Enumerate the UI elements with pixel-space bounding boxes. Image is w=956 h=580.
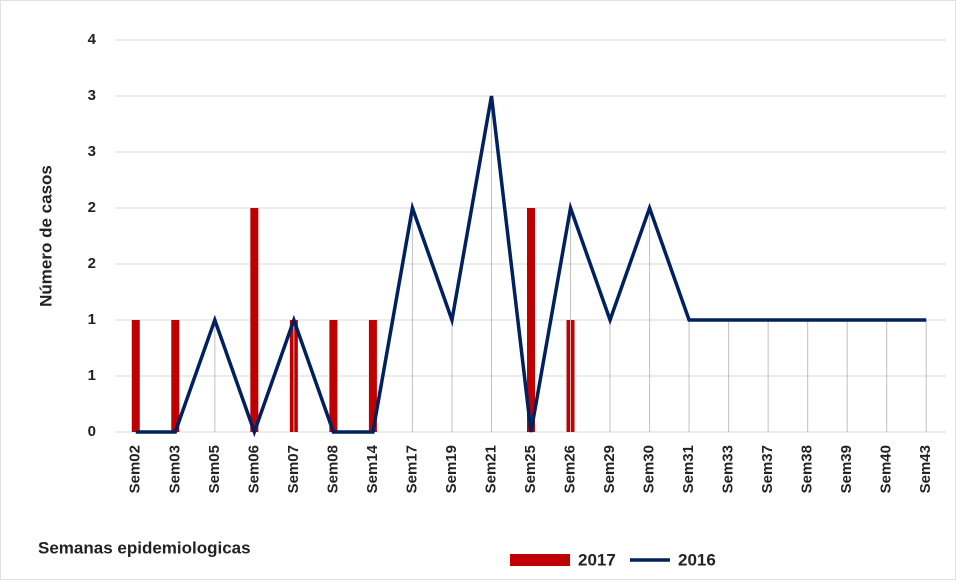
y-tick-label: 2 <box>88 255 96 272</box>
x-tick-label: Sem08 <box>324 445 341 493</box>
y-tick-label: 0 <box>88 423 96 440</box>
legend-label: 2017 <box>578 550 616 569</box>
legend-label: 2016 <box>678 550 716 569</box>
x-tick-label: Sem30 <box>641 445 658 493</box>
x-axis-label: Semanas epidemiologicas <box>38 538 251 557</box>
bar <box>368 320 377 432</box>
y-axis-label: Número de casos <box>36 165 55 307</box>
bar <box>527 208 535 432</box>
x-tick-label: Sem07 <box>285 445 302 493</box>
x-tick-label: Sem06 <box>245 445 262 493</box>
x-tick-label: Sem39 <box>838 445 855 493</box>
x-tick-label: Sem17 <box>403 445 420 493</box>
x-tick-label: Sem37 <box>759 445 776 493</box>
x-tick-label: Sem02 <box>127 445 144 493</box>
x-tick-label: Sem14 <box>364 444 381 493</box>
x-tick-label: Sem31 <box>680 445 697 493</box>
line <box>135 95 927 438</box>
bar <box>171 320 180 432</box>
y-tick-label: 1 <box>88 311 96 328</box>
y-tick-label: 1 <box>88 367 96 384</box>
x-tick-label: Sem33 <box>720 445 737 493</box>
bar <box>250 208 259 432</box>
y-tick-label: 4 <box>88 31 97 48</box>
x-tick-label: Sem29 <box>601 445 618 493</box>
bar <box>329 320 338 432</box>
y-tick-label: 2 <box>88 199 96 216</box>
bar <box>131 320 140 432</box>
x-tick-label: Sem26 <box>561 445 578 493</box>
x-tick-label: Sem21 <box>482 445 499 493</box>
y-tick-label: 3 <box>88 87 96 104</box>
x-tick-label: Sem38 <box>799 445 816 493</box>
x-tick-label: Sem05 <box>206 445 223 493</box>
x-tick-label: Sem19 <box>443 445 460 493</box>
y-tick-label: 3 <box>88 143 96 160</box>
x-tick-label: Sem43 <box>917 445 934 493</box>
x-tick-label: Sem03 <box>166 445 183 493</box>
x-tick-label: Sem40 <box>878 445 895 493</box>
x-tick-label: Sem25 <box>522 445 539 493</box>
legend-swatch <box>510 554 570 566</box>
